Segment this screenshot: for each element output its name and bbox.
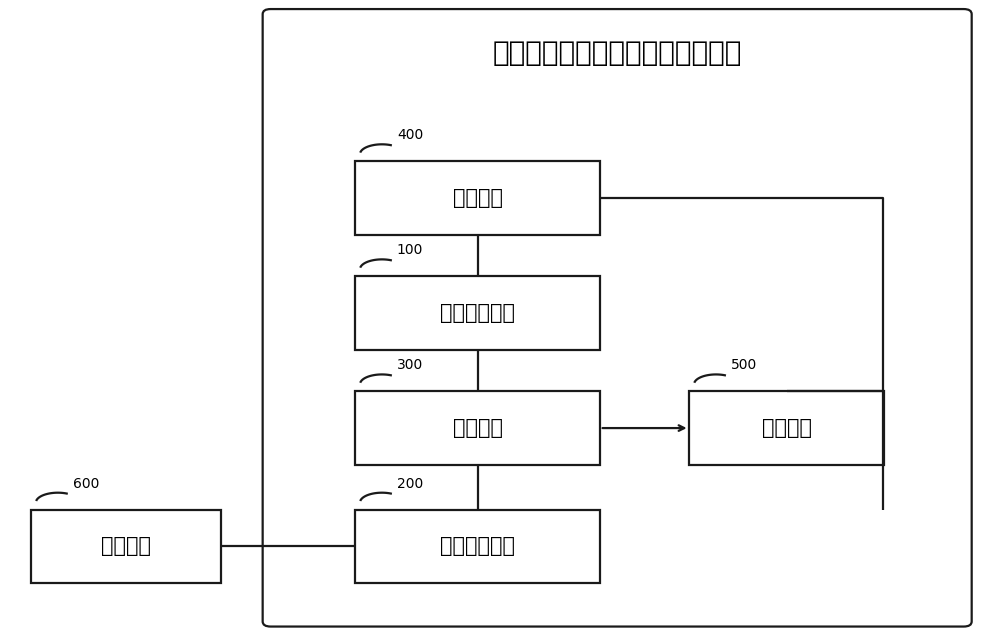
Text: 适配模块: 适配模块	[453, 418, 503, 438]
Text: 通用接口模块: 通用接口模块	[440, 536, 515, 557]
Text: 600: 600	[73, 476, 99, 490]
Text: 控制模块: 控制模块	[762, 418, 812, 438]
FancyBboxPatch shape	[689, 392, 884, 465]
FancyBboxPatch shape	[355, 276, 600, 350]
Text: 300: 300	[397, 358, 423, 372]
FancyBboxPatch shape	[355, 510, 600, 583]
Text: 对象构建模块: 对象构建模块	[440, 303, 515, 323]
Text: 400: 400	[397, 128, 423, 142]
Text: 100: 100	[397, 243, 423, 257]
FancyBboxPatch shape	[31, 510, 221, 583]
Text: 配置模块: 配置模块	[453, 188, 503, 208]
Text: 目标应用: 目标应用	[101, 536, 151, 557]
Text: 500: 500	[731, 358, 757, 372]
FancyBboxPatch shape	[355, 161, 600, 235]
FancyBboxPatch shape	[355, 392, 600, 465]
Text: 适用于多个文件存储系统的适配器: 适用于多个文件存储系统的适配器	[492, 39, 742, 67]
Text: 200: 200	[397, 476, 423, 490]
FancyBboxPatch shape	[263, 9, 972, 627]
